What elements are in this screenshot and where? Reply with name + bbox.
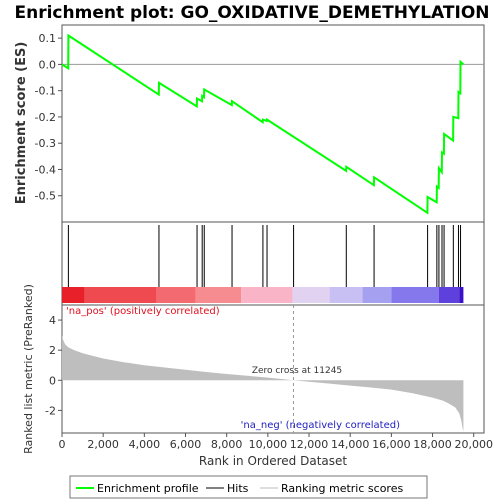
- x-tick-label: 4,000: [129, 438, 161, 451]
- metric-y-tick-label: 4: [49, 314, 56, 327]
- es-y-tick-label: 0.0: [39, 58, 57, 71]
- heat-segment: [241, 287, 292, 303]
- heat-segment: [363, 287, 392, 303]
- heat-segment: [439, 287, 460, 303]
- ranking-heat-bar: [62, 287, 463, 303]
- heat-segment: [196, 287, 241, 303]
- x-tick-label: 14,000: [331, 438, 370, 451]
- zero-cross-label: Zero cross at 11245: [252, 366, 342, 376]
- es-y-axis-label: Enrichment score (ES): [14, 42, 29, 205]
- x-tick-label: 18,000: [413, 438, 452, 451]
- metric-y-tick-label: -2: [45, 404, 56, 417]
- heat-segment: [85, 287, 157, 303]
- x-tick-label: 6,000: [170, 438, 202, 451]
- x-tick-label: 0: [59, 438, 66, 451]
- enrichment-profile-line: [62, 36, 463, 213]
- x-axis: 0 2,000 4,000 6,000 8,000 10,000 12,000 14,000 1…: [59, 433, 493, 451]
- heat-segment: [459, 287, 463, 303]
- pos-label: 'na_pos' (positively correlated): [66, 306, 220, 317]
- es-y-tick-label: 0.1: [39, 32, 57, 45]
- heat-segment: [391, 287, 438, 303]
- x-tick-label: 16,000: [372, 438, 411, 451]
- x-tick-label: 10,000: [249, 438, 288, 451]
- hit-marks: [68, 225, 460, 287]
- metric-y-tick-label: 0: [49, 374, 56, 387]
- chart-title: Enrichment plot: GO_OXIDATIVE_DEMETHYLAT…: [15, 3, 490, 23]
- heat-segment: [330, 287, 363, 303]
- metric-y-tick-label: 2: [49, 344, 56, 357]
- legend-label-enrichment: Enrichment profile: [97, 482, 199, 495]
- legend-label-hits: Hits: [227, 482, 249, 495]
- neg-label: 'na_neg' (negatively correlated): [241, 420, 400, 431]
- heat-segment: [157, 287, 196, 303]
- heat-segment: [62, 287, 85, 303]
- es-y-tick-label: -0.4: [35, 163, 56, 176]
- legend-label-metric: Ranking metric scores: [281, 482, 403, 495]
- es-y-tick-label: -0.5: [35, 190, 56, 203]
- x-axis-label: Rank in Ordered Dataset: [199, 454, 347, 468]
- es-y-tick-label: -0.1: [35, 85, 56, 98]
- x-tick-label: 20,000: [454, 438, 493, 451]
- es-y-axis: 0.1 0.0 -0.1 -0.2 -0.3 -0.4 -0.5: [35, 32, 62, 203]
- x-tick-label: 2,000: [87, 438, 119, 451]
- metric-y-axis: 4 2 0 -2: [45, 314, 62, 417]
- es-y-tick-label: -0.2: [35, 111, 56, 124]
- x-tick-label: 12,000: [290, 438, 329, 451]
- heat-segment: [293, 287, 330, 303]
- x-tick-label: 8,000: [211, 438, 243, 451]
- ranking-metric-area: [62, 335, 463, 431]
- metric-y-axis-label: Ranked list metric (PreRanked): [22, 284, 35, 454]
- es-y-tick-label: -0.3: [35, 137, 56, 150]
